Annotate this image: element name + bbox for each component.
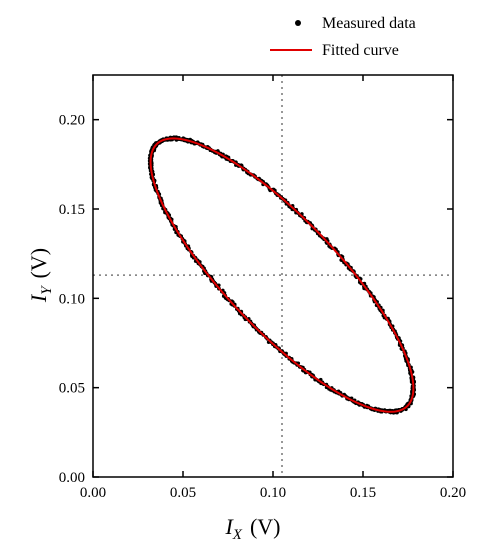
y-axis-label-sub: Y: [39, 285, 55, 295]
x-axis-label-unit: (V): [250, 514, 281, 539]
x-axis-label: IX (V): [224, 514, 280, 543]
y-tick-label: 0.00: [59, 470, 85, 486]
y-axis-label: IY (V): [26, 248, 55, 303]
x-axis-label-sub: X: [232, 527, 243, 543]
legend-marker-measured: [295, 20, 301, 26]
fitted-curve-line: [149, 137, 415, 413]
y-axis-ticks: 0.00 0.05 0.10 0.15 0.20: [59, 113, 453, 486]
plot-frame: [92, 74, 454, 478]
x-axis-ticks: 0.00 0.05 0.10 0.15 0.20: [80, 75, 466, 501]
y-tick-label: 0.05: [59, 381, 85, 397]
x-axis-label-main: I: [224, 514, 234, 539]
legend-label-measured: Measured data: [322, 15, 416, 32]
x-tick-label: 0.20: [440, 485, 466, 501]
x-tick-label: 0.15: [350, 485, 376, 501]
x-tick-label: 0.05: [170, 485, 196, 501]
x-tick-label: 0.00: [80, 485, 106, 501]
y-axis-label-unit: (V): [26, 248, 51, 279]
y-tick-label: 0.15: [59, 202, 85, 218]
legend: Measured data Fitted curve: [270, 15, 416, 59]
y-tick-label: 0.10: [59, 291, 85, 307]
x-tick-label: 0.10: [260, 485, 286, 501]
y-tick-label: 0.20: [59, 113, 85, 129]
y-axis-label-main: I: [26, 293, 51, 303]
legend-label-fitted: Fitted curve: [322, 42, 399, 59]
